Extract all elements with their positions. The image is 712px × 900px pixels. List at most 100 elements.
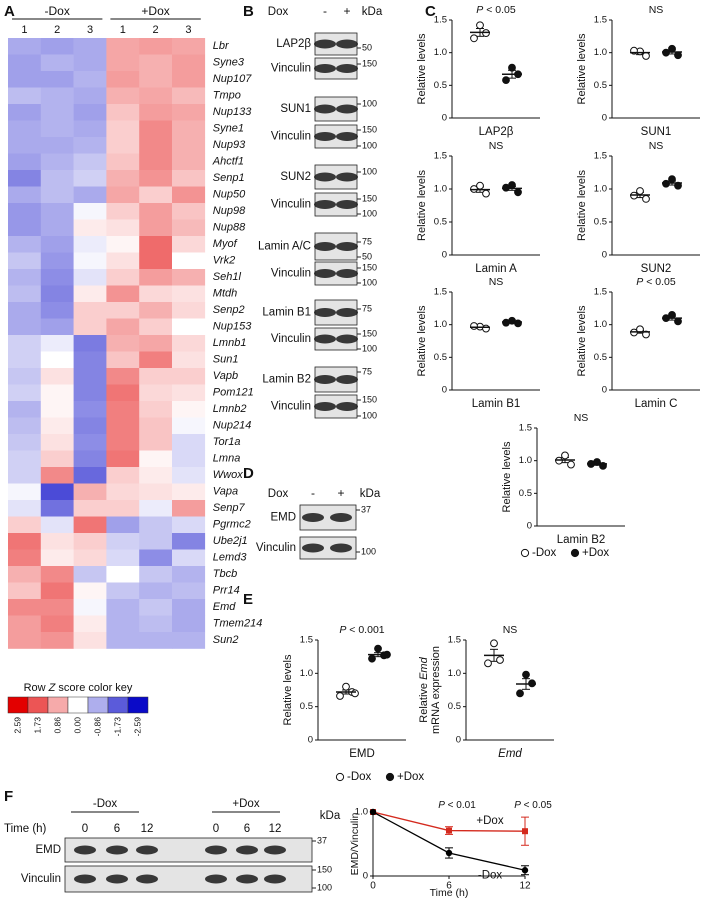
data-point — [502, 76, 510, 85]
heatmap-cell — [139, 599, 173, 616]
heatmap-cell — [8, 533, 42, 550]
heatmap-cell — [106, 120, 140, 138]
y-tick-label: 1.0 — [434, 319, 447, 330]
marker-label: 100 — [361, 546, 376, 556]
heatmap-cell — [40, 533, 74, 550]
data-point — [522, 670, 530, 679]
time-value: 12 — [269, 823, 282, 835]
heatmap-cell — [73, 203, 107, 220]
heatmap-cell — [73, 368, 107, 385]
heatmap-cell — [172, 566, 206, 583]
data-point — [508, 63, 516, 72]
blot-label: SUN2 — [280, 171, 311, 183]
heatmap-cell — [73, 483, 107, 501]
y-tick-label: 0 — [442, 250, 447, 261]
blot-band — [314, 242, 336, 251]
blot-band — [314, 104, 336, 114]
significance-part: NS — [489, 140, 504, 152]
heatmap-cell — [8, 153, 42, 171]
heatmap-cell — [172, 483, 206, 501]
data-point — [470, 322, 478, 330]
heatmap-cell — [172, 54, 206, 72]
heatmap-cell — [106, 615, 140, 633]
heatmap-cell — [106, 549, 140, 567]
heatmap-cell — [139, 104, 173, 121]
heatmap-cell — [73, 599, 107, 616]
x-tick-label: 12 — [519, 881, 531, 892]
heatmap-cell — [73, 615, 107, 633]
data-point — [636, 325, 644, 334]
time-value: 0 — [213, 823, 219, 835]
x-axis-label: Lamin C — [635, 398, 678, 410]
data-point — [369, 808, 377, 816]
lane-label: + — [343, 4, 350, 18]
significance: NS — [489, 140, 504, 152]
blot-label: Vinculin — [271, 333, 311, 345]
heatmap-cell — [8, 434, 42, 451]
heatmap-cell — [139, 203, 173, 220]
blot-band — [336, 104, 358, 114]
y-tick-label: 0 — [527, 521, 532, 532]
y-tick-label: 0 — [602, 250, 607, 261]
heatmap-cell — [106, 467, 140, 484]
legend-label: +Dox — [582, 547, 609, 559]
y-tick-label: 0.5 — [594, 352, 607, 363]
significance: P < 0.001 — [339, 624, 384, 636]
heatmap-cell — [139, 335, 173, 352]
legend-marker — [335, 772, 345, 782]
significance: P < 0.05 — [636, 276, 676, 288]
heatmap-cell — [172, 186, 206, 204]
heatmap-cell — [106, 632, 140, 649]
y-tick-label: 0.5 — [434, 352, 447, 363]
key-label: 0.00 — [72, 717, 82, 734]
heatmap-cell — [139, 434, 173, 451]
y-axis-label: EMD/Vinculin — [349, 812, 361, 875]
significance-part: P — [636, 276, 643, 288]
marker-label: 100 — [362, 343, 377, 353]
legend-marker — [570, 548, 580, 558]
heatmap-cell — [139, 153, 173, 171]
group-label: +Dox — [141, 4, 169, 18]
heatmap-cell — [40, 203, 74, 220]
column-label: 3 — [185, 24, 191, 36]
heatmap-cell — [106, 566, 140, 583]
x-tick-label: 6 — [446, 881, 452, 892]
heatmap-cell — [73, 252, 107, 270]
heatmap-cell — [40, 368, 74, 385]
blot-band — [106, 845, 128, 855]
heatmap-cell — [8, 252, 42, 270]
blot-band — [264, 845, 286, 855]
time-label: Time (h) — [4, 823, 47, 835]
significance-part: NS — [649, 4, 664, 16]
heatmap-cell — [73, 450, 107, 468]
marker-label: 37 — [361, 504, 371, 514]
y-tick-label: 0.5 — [594, 217, 607, 228]
heatmap-cell — [40, 500, 74, 517]
western-blot — [299, 504, 357, 531]
heatmap-cell — [8, 137, 42, 154]
significance-part: P — [476, 4, 483, 16]
heatmap-cell — [8, 87, 42, 105]
blot-band — [314, 39, 336, 49]
marker-label: 50 — [362, 251, 372, 261]
y-tick-label: 0.5 — [300, 701, 313, 712]
gene-label: Tor1a — [213, 436, 241, 448]
gene-label: Nup88 — [213, 222, 246, 234]
heatmap-cell — [106, 384, 140, 402]
heatmap-cell — [40, 599, 74, 616]
western-blot — [314, 366, 358, 393]
heatmap-cell — [73, 566, 107, 583]
heatmap-cell — [73, 467, 107, 484]
heatmap-cell — [172, 170, 206, 187]
blot-band — [136, 874, 158, 884]
blot-band — [336, 402, 358, 411]
heatmap-cell — [172, 417, 206, 435]
western-blot — [314, 299, 358, 326]
heatmap-cell — [8, 401, 42, 418]
gene-label: Myof — [213, 238, 238, 250]
heatmap-cell — [73, 186, 107, 204]
heatmap-cell — [8, 236, 42, 253]
marker-label: 37 — [317, 835, 327, 845]
series-label: -Dox — [478, 870, 503, 882]
